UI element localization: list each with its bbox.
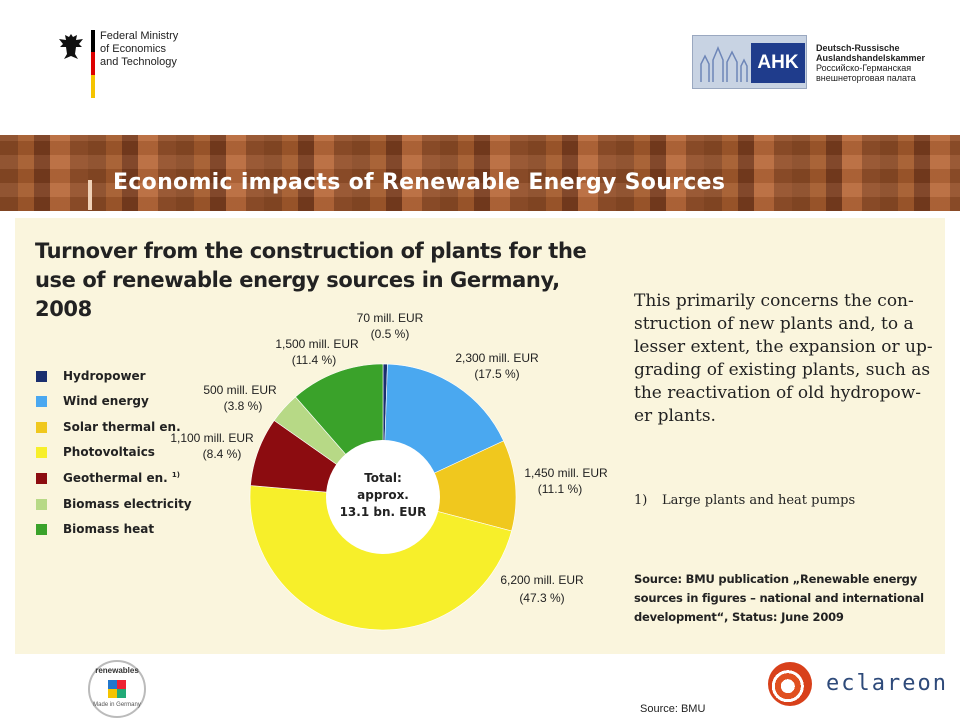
legend-label: Hydropower	[63, 369, 146, 383]
center-label-approx: approx.	[357, 488, 409, 502]
slice-label-hydropower-percent: (0.5 %)	[371, 327, 410, 341]
legend-swatch	[36, 499, 47, 510]
pie-center-hole	[326, 440, 440, 554]
eagle-icon	[59, 34, 83, 59]
legend-swatch	[36, 371, 47, 382]
ahk-emblem: AHK	[692, 35, 807, 89]
eclareon-text: eclareon	[826, 671, 948, 696]
pie-slice-photovoltaics	[249, 485, 512, 631]
center-label-value: 13.1 bn. EUR	[340, 505, 427, 519]
ministry-line-2: of Economics	[100, 43, 167, 55]
renewables-text: renewables	[95, 666, 139, 675]
ahk-line-3: Российско-Германская	[816, 63, 912, 73]
eclareon-logo: eclareon	[768, 662, 946, 706]
legend-swatch	[36, 396, 47, 407]
slice-label-wind-percent: (17.5 %)	[474, 367, 519, 381]
legend-footnote: 1)	[171, 471, 180, 479]
slice-label-geothermal-percent: (8.4 %)	[203, 447, 242, 461]
banner-texture	[0, 135, 960, 211]
kremlin-icon	[700, 46, 748, 82]
legend-label: Biomass heat	[63, 522, 155, 536]
eclareon-mark-icon	[768, 662, 812, 706]
title-banner	[0, 135, 960, 211]
renewables-grid-icon	[108, 680, 126, 698]
ahk-line-4: внешнеторговая палата	[816, 73, 916, 83]
ahk-name: Deutsch-Russische Auslandshandelskammer …	[816, 43, 942, 83]
ahk-line-1: Deutsch-Russische	[816, 43, 900, 53]
footnote: 1) Large plants and heat pumps	[634, 493, 855, 508]
slice-label-biomass-heat-percent: (11.4 %)	[292, 353, 336, 367]
slice-label-biomass-electricity-percent: (3.8 %)	[224, 399, 263, 413]
center-label-total: Total:	[364, 471, 402, 485]
ministry-logo: Federal Ministry of Economics and Techno…	[58, 30, 198, 102]
ahk-line-2: Auslandshandelskammer	[816, 53, 926, 63]
ahk-logo: AHK Deutsch-Russische Auslandshandelskam…	[692, 35, 942, 89]
legend-label: Wind energy	[63, 394, 149, 408]
legend-swatch	[36, 473, 47, 484]
footnote-number: 1)	[634, 493, 648, 508]
legend-label: Biomass electricity	[63, 497, 192, 511]
slice-label-hydropower-value: 70 mill. EUR	[357, 311, 424, 325]
legend-label: Solar thermal en.	[63, 420, 181, 434]
slice-label-solar-thermal-percent: (11.1 %)	[538, 482, 582, 496]
slice-label-wind-value: 2,300 mill. EUR	[455, 351, 539, 365]
page-title: Economic impacts of Renewable Energy Sou…	[113, 170, 726, 195]
slice-label-biomass-electricity-value: 500 mill. EUR	[203, 383, 277, 397]
legend-swatch	[36, 422, 47, 433]
slice-label-solar-thermal-value: 1,450 mill. EUR	[524, 466, 608, 480]
slice-label-biomass-heat-value: 1,500 mill. EUR	[275, 337, 359, 351]
banner-accent	[88, 180, 92, 210]
slice-label-photovoltaics-percent: (47.3 %)	[519, 591, 564, 605]
legend-label: Geothermal en.	[63, 471, 168, 485]
legend-swatch	[36, 524, 47, 535]
pie-slice-solar-thermal-en	[382, 440, 517, 532]
description-text: This primarily concerns the con-structio…	[634, 291, 933, 426]
chart-source: Source: BMU publication „Renewable energ…	[634, 572, 924, 624]
renewables-subtext: Made in Germany	[93, 702, 141, 708]
legend-label: Photovoltaics	[63, 445, 155, 459]
ahk-mark: AHK	[751, 43, 805, 83]
flag-bar	[91, 30, 95, 98]
slice-label-photovoltaics-value: 6,200 mill. EUR	[500, 573, 584, 587]
ministry-line-3: and Technology	[100, 56, 177, 68]
ministry-line-1: Federal Ministry	[100, 30, 179, 42]
footnote-text: Large plants and heat pumps	[662, 493, 856, 508]
ministry-name: Federal Ministry of Economics and Techno…	[100, 30, 200, 69]
footer-source: Source: BMU	[640, 703, 706, 715]
renewables-logo: renewables Made in Germany	[88, 660, 146, 718]
chart-title: Turnover from the construction of plants…	[35, 239, 587, 321]
legend-swatch	[36, 447, 47, 458]
slice-label-geothermal-value: 1,100 mill. EUR	[170, 431, 254, 445]
